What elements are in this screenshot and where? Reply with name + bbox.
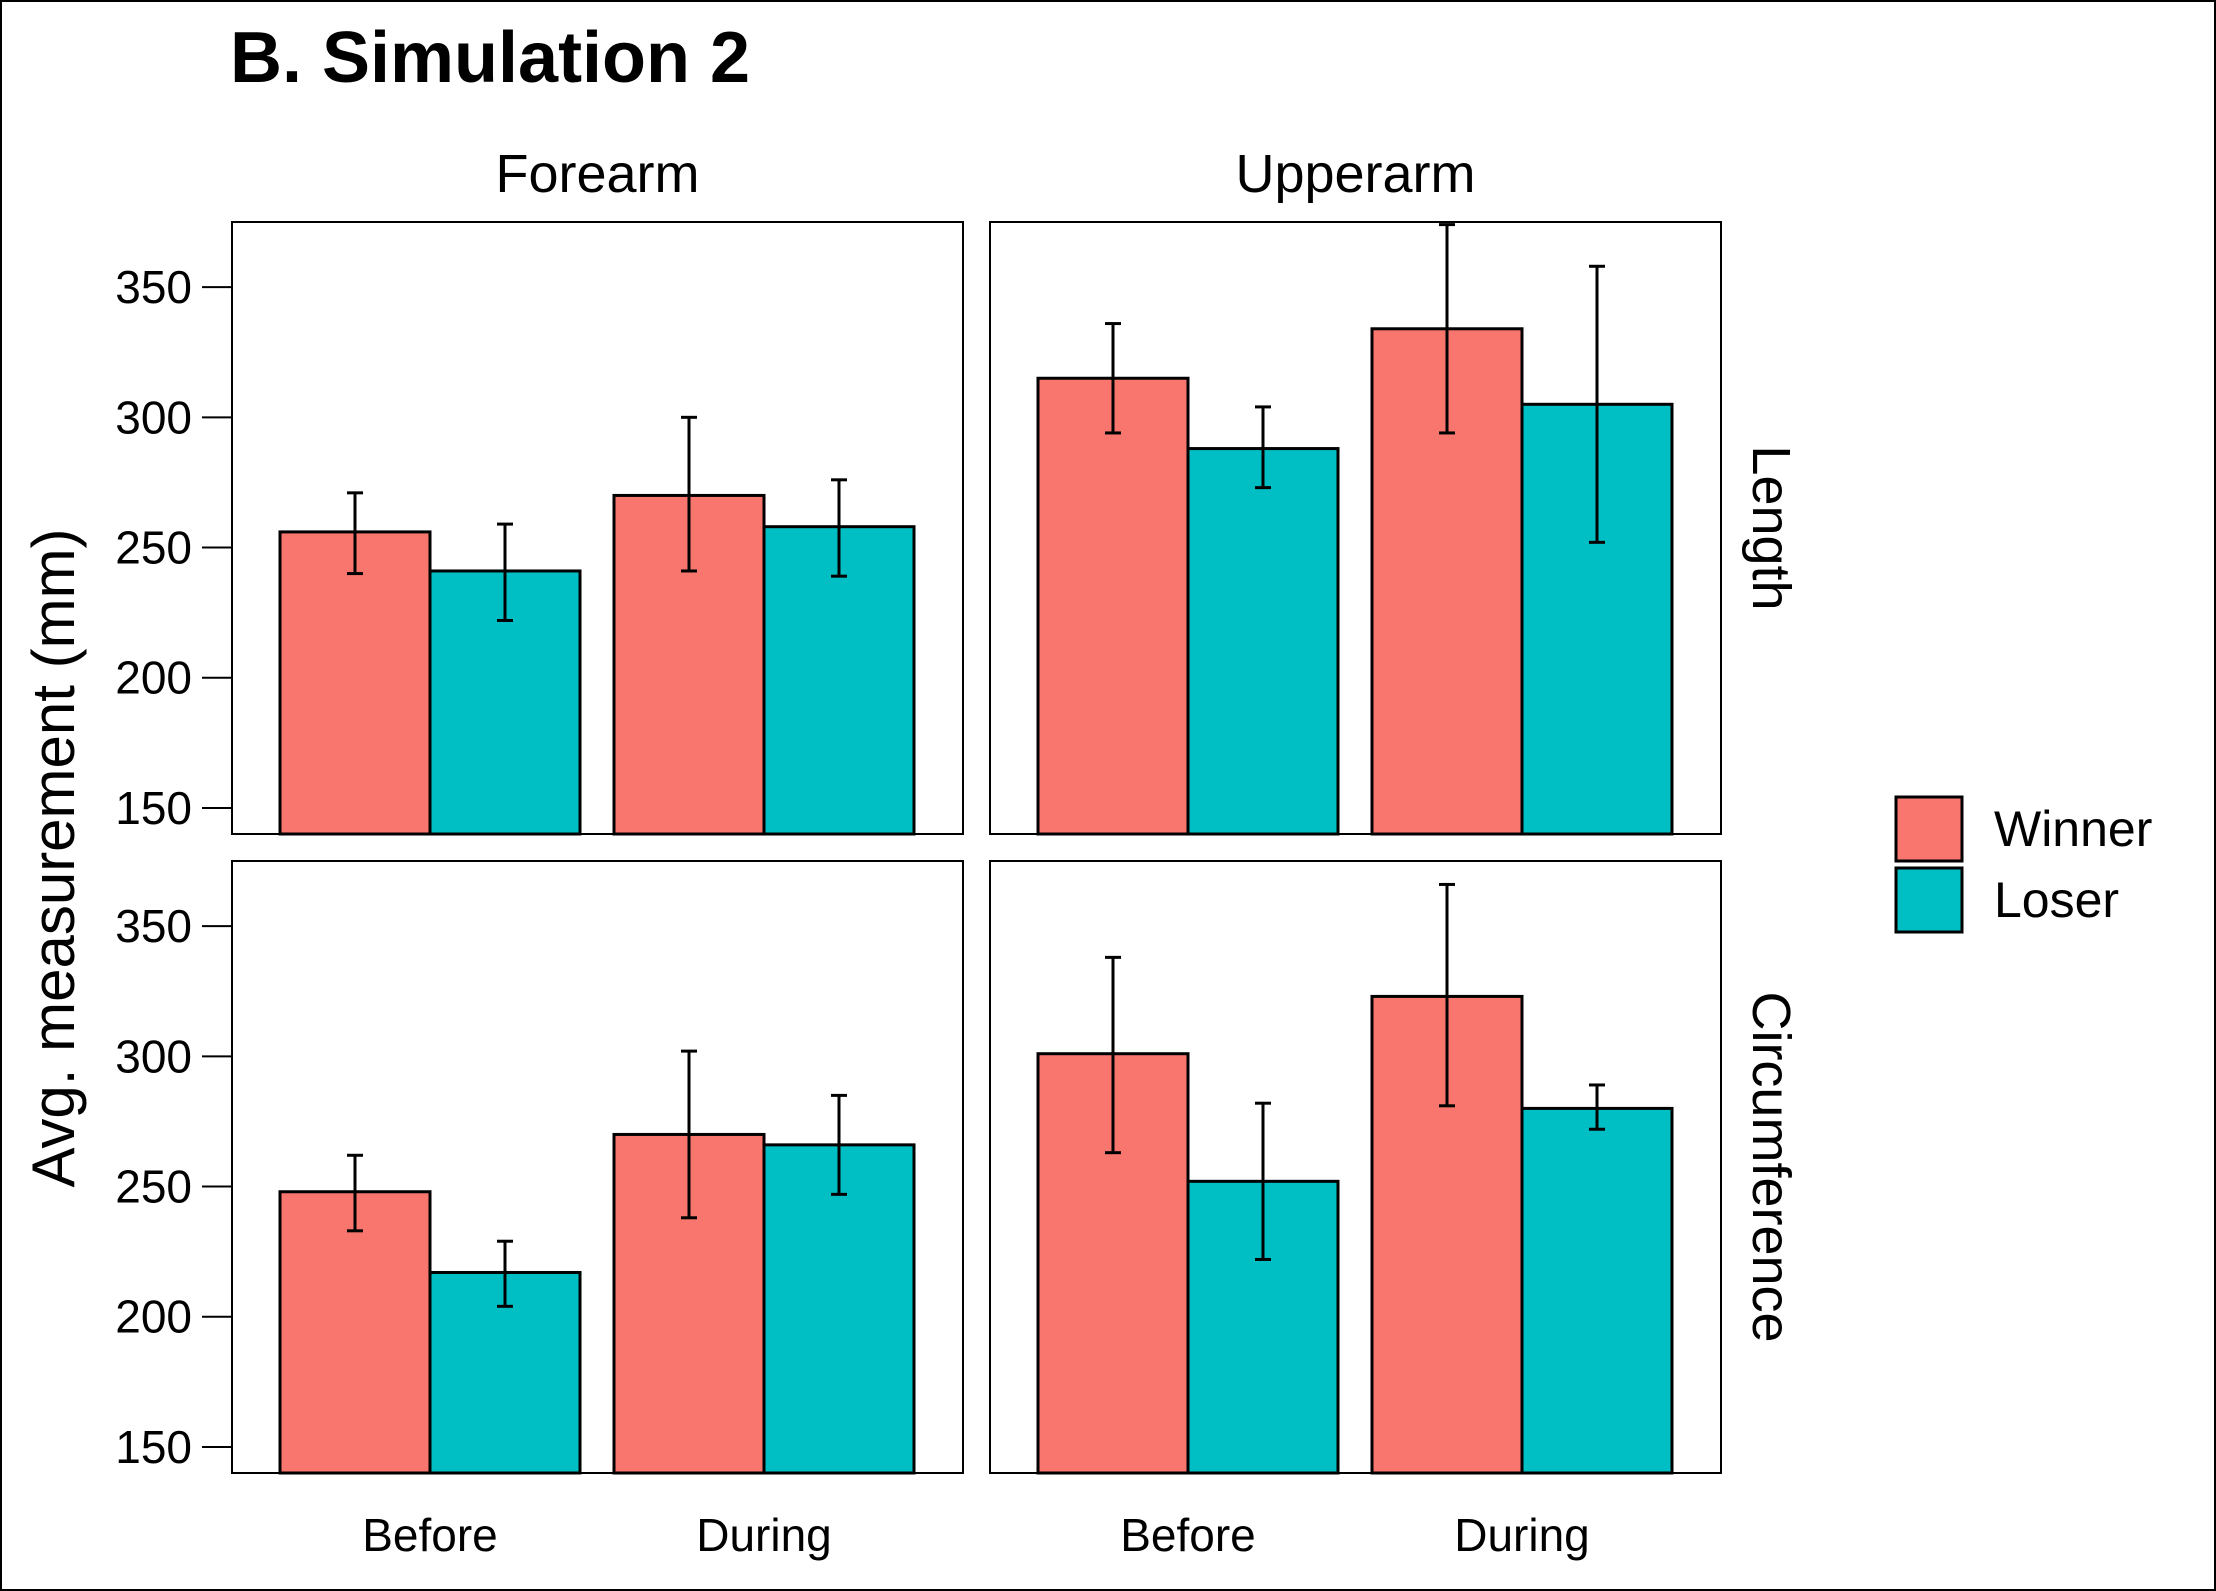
y-axis-label: Avg. measurement (mm) [20,528,87,1187]
legend-item-winner: Winner [1894,795,2152,863]
legend-label: Loser [1994,872,2119,928]
y-tick-label: 250 [115,1161,192,1213]
y-tick-label: 350 [115,900,192,952]
x-tick-label: Before [1120,1509,1256,1561]
column-facet-label: Forearm [495,144,699,204]
panel-upperarm-circumference: Circumference Before During [989,860,1801,1561]
y-tick-label: 150 [115,782,192,834]
panel-forearm-circumference: 150 200 250 300 350 Before During [115,860,964,1561]
panel-upperarm-length: Upperarm Length [989,144,1801,836]
y-tick-label: 350 [115,261,192,313]
panel-forearm-length: 150 200 250 300 350 Forearm [115,144,964,836]
x-tick-label: During [696,1509,832,1561]
y-tick-label: 300 [115,391,192,443]
legend: Winner Loser [1894,795,2152,934]
legend-item-loser: Loser [1894,866,2119,934]
x-tick-label: During [1454,1509,1590,1561]
column-facet-label: Upperarm [1235,144,1475,204]
y-tick-label: 250 [115,522,192,574]
bar-loser-before [1186,447,1340,836]
y-tick-label: 200 [115,1291,192,1343]
row-facet-label: Circumference [1741,991,1801,1342]
bar-winner-before [278,530,432,836]
bar-loser-during [762,1143,916,1475]
legend-label: Winner [1994,801,2152,857]
row-facet-label: Length [1741,445,1801,610]
x-tick-label: Before [362,1509,498,1561]
y-tick-label: 150 [115,1421,192,1473]
bar-loser-during [1520,1106,1674,1475]
chart-title: B. Simulation 2 [230,18,750,98]
panels-layer: 150 200 250 300 350 Forearm Upperarm Length 150 2… [115,144,1801,1561]
legend-swatch-winner [1894,795,1964,863]
bar-winner-before [1036,376,1190,836]
bar-loser-during [762,525,916,836]
legend-swatch-loser [1894,866,1964,934]
bar-winner-before [278,1190,432,1475]
y-tick-label: 300 [115,1030,192,1082]
y-tick-label: 200 [115,652,192,704]
